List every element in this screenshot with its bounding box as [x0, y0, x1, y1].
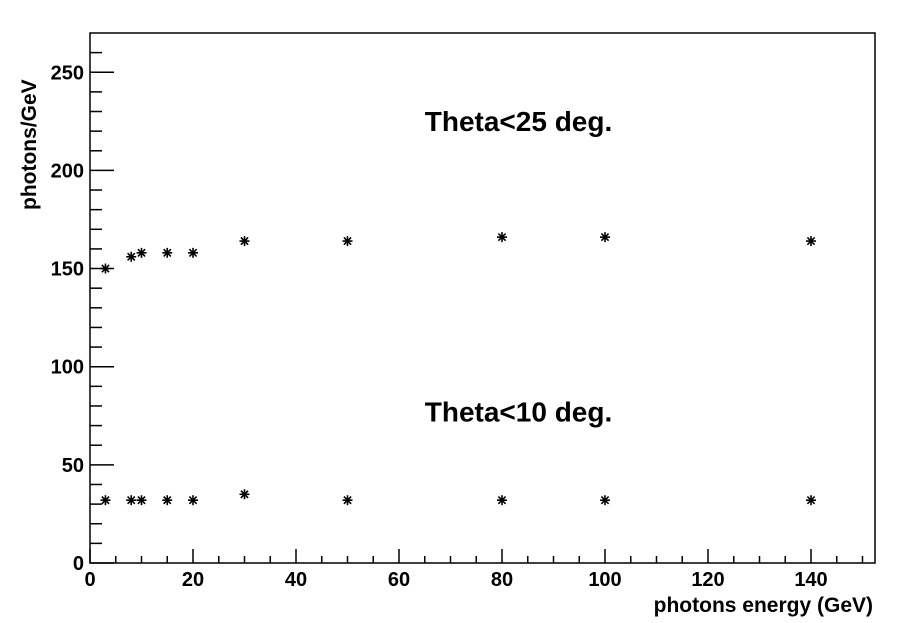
marker-stroke — [240, 236, 249, 246]
marker-stroke — [240, 490, 249, 499]
data-point — [497, 495, 507, 506]
x-tick-label: 60 — [388, 569, 410, 591]
y-axis-title: photons/GeV — [18, 79, 41, 210]
y-tick-label: 150 — [51, 259, 84, 281]
annotations: Theta<25 deg. Theta<10 deg. — [425, 106, 613, 428]
chart-annotation: Theta<10 deg. — [425, 397, 613, 428]
x-tick-label: 120 — [691, 569, 724, 591]
x-tick-label: 40 — [285, 569, 307, 591]
x-tick-label: 0 — [84, 569, 95, 591]
data-point — [126, 251, 137, 262]
marker-stroke — [163, 496, 172, 505]
marker-stroke — [343, 236, 352, 246]
data-point — [162, 495, 173, 506]
marker-stroke — [127, 252, 136, 261]
marker-stroke — [188, 248, 198, 258]
y-tick-label: 250 — [51, 62, 84, 84]
data-point — [126, 495, 137, 506]
data-point — [188, 247, 198, 258]
data-points — [100, 232, 816, 506]
axis-ticks — [89, 51, 864, 564]
data-point — [239, 489, 250, 500]
data-point — [100, 263, 111, 274]
x-tick-label: 140 — [794, 569, 827, 591]
y-tick-label: 100 — [51, 357, 84, 379]
y-tick-label: 200 — [51, 160, 84, 182]
data-point — [136, 247, 147, 258]
data-point — [497, 232, 507, 243]
data-point — [188, 495, 198, 506]
marker-stroke — [600, 496, 610, 505]
marker-stroke — [127, 496, 136, 505]
marker-stroke — [343, 496, 352, 505]
marker-stroke — [101, 496, 110, 505]
marker-stroke — [806, 236, 816, 246]
marker-stroke — [497, 496, 507, 505]
data-point — [100, 495, 111, 506]
y-tick-label: 50 — [62, 455, 84, 477]
marker-stroke — [188, 496, 198, 505]
x-axis-title: photons energy (GeV) — [654, 594, 873, 617]
marker-stroke — [806, 496, 816, 505]
data-point — [239, 236, 250, 247]
data-point — [600, 232, 610, 243]
data-point — [136, 495, 147, 506]
x-tick-label: 100 — [588, 569, 621, 591]
data-point — [342, 236, 353, 247]
data-point — [806, 236, 816, 247]
data-point — [342, 495, 353, 506]
data-point — [600, 495, 610, 506]
x-tick-label: 20 — [182, 569, 204, 591]
tick-labels: 0 20 40 60 80 100 120 140 0 50 100 150 200 250 — [51, 62, 828, 591]
chart-annotation: Theta<25 deg. — [425, 106, 613, 137]
plot-frame — [89, 32, 876, 564]
data-point — [806, 495, 816, 506]
marker-stroke — [137, 248, 146, 258]
marker-stroke — [101, 264, 110, 273]
marker-stroke — [600, 232, 610, 242]
marker-stroke — [137, 496, 146, 505]
x-tick-label: 80 — [491, 569, 513, 591]
data-point — [162, 247, 173, 258]
marker-stroke — [497, 232, 507, 242]
y-tick-label: 0 — [73, 553, 84, 575]
marker-stroke — [163, 248, 172, 258]
